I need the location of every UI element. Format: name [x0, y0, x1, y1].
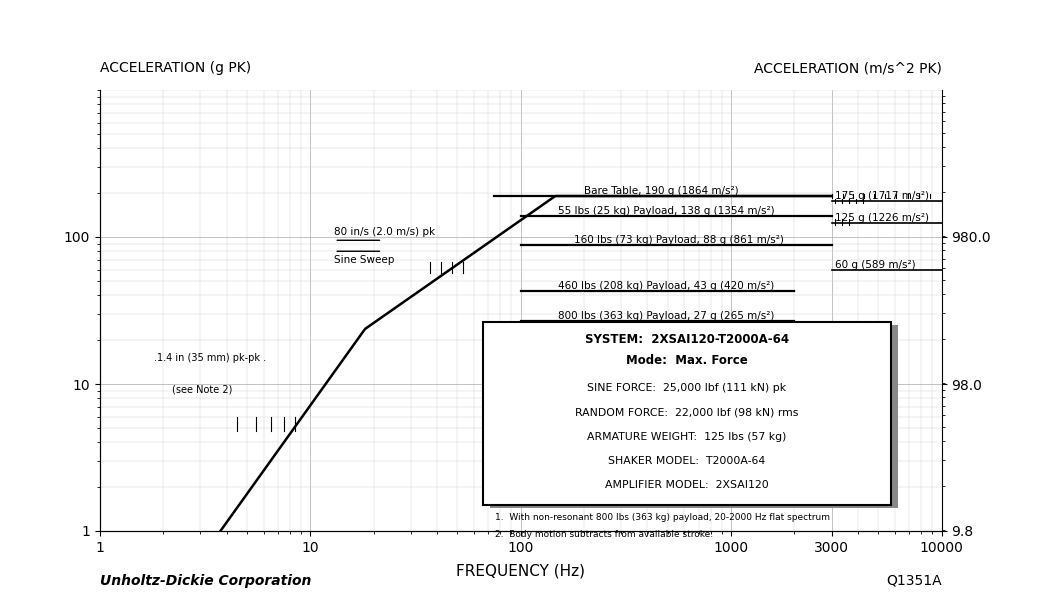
Text: (see Note 2): (see Note 2): [171, 384, 232, 394]
Text: ACCELERATION (g PK): ACCELERATION (g PK): [100, 61, 251, 75]
Text: RANDOM FORCE:  22,000 lbf (98 kN) rms: RANDOM FORCE: 22,000 lbf (98 kN) rms: [575, 407, 798, 418]
Text: SHAKER MODEL:  T2000A-64: SHAKER MODEL: T2000A-64: [608, 456, 766, 466]
Bar: [489, 325, 897, 508]
Text: SINE FORCE:  25,000 lbf (111 kN) pk: SINE FORCE: 25,000 lbf (111 kN) pk: [587, 383, 787, 393]
Text: 80 in/s (2.0 m/s) pk: 80 in/s (2.0 m/s) pk: [335, 227, 436, 237]
Text: 125 g (1226 m/s²): 125 g (1226 m/s²): [834, 213, 929, 223]
Text: 460 lbs (208 kg) Payload, 43 g (420 m/s²): 460 lbs (208 kg) Payload, 43 g (420 m/s²…: [558, 281, 774, 291]
Text: 2.  Body motion subtracts from available stroke.: 2. Body motion subtracts from available …: [495, 530, 713, 539]
Text: ARMATURE WEIGHT:  125 lbs (57 kg): ARMATURE WEIGHT: 125 lbs (57 kg): [587, 432, 787, 442]
Text: Mode:  Max. Force: Mode: Max. Force: [626, 354, 748, 367]
Text: AMPLIFIER MODEL:  2XSAI120: AMPLIFIER MODEL: 2XSAI120: [605, 480, 769, 490]
X-axis label: FREQUENCY (Hz): FREQUENCY (Hz): [457, 563, 585, 578]
Text: Sine Sweep: Sine Sweep: [335, 256, 394, 265]
Text: 1.  With non-resonant 800 lbs (363 kg) payload, 20-2000 Hz flat spectrum: 1. With non-resonant 800 lbs (363 kg) pa…: [495, 514, 830, 523]
Bar: [483, 322, 891, 505]
Text: .1.4 in (35 mm) pk-pk .: .1.4 in (35 mm) pk-pk .: [154, 353, 266, 362]
Text: Unholtz-Dickie Corporation: Unholtz-Dickie Corporation: [100, 574, 311, 588]
Text: 55 lbs (25 kg) Payload, 138 g (1354 m/s²): 55 lbs (25 kg) Payload, 138 g (1354 m/s²…: [558, 206, 774, 217]
Text: Bare Table, 190 g (1864 m/s²): Bare Table, 190 g (1864 m/s²): [584, 186, 739, 196]
Text: 800 lbs (363 kg) Payload, 27 g (265 m/s²): 800 lbs (363 kg) Payload, 27 g (265 m/s²…: [558, 311, 774, 320]
Text: SYSTEM:  2XSAI120-T2000A-64: SYSTEM: 2XSAI120-T2000A-64: [585, 332, 789, 346]
Text: Q1351A: Q1351A: [886, 574, 942, 588]
Text: ACCELERATION (m/s^2 PK): ACCELERATION (m/s^2 PK): [753, 61, 942, 75]
Text: 60 g (589 m/s²): 60 g (589 m/s²): [834, 260, 915, 269]
Text: 175 g (1717 m/s²): 175 g (1717 m/s²): [834, 191, 929, 201]
Text: 160 lbs (73 kg) Payload, 88 g (861 m/s²): 160 lbs (73 kg) Payload, 88 g (861 m/s²): [574, 235, 785, 245]
